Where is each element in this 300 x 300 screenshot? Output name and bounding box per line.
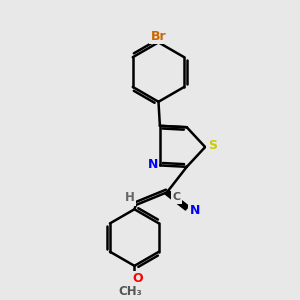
Text: H: H (125, 191, 135, 205)
Text: N: N (190, 204, 200, 217)
Text: N: N (148, 158, 158, 170)
Text: S: S (208, 139, 217, 152)
Text: O: O (133, 272, 143, 285)
Text: C: C (173, 192, 181, 203)
Text: Br: Br (151, 30, 166, 43)
Text: CH₃: CH₃ (118, 285, 142, 298)
